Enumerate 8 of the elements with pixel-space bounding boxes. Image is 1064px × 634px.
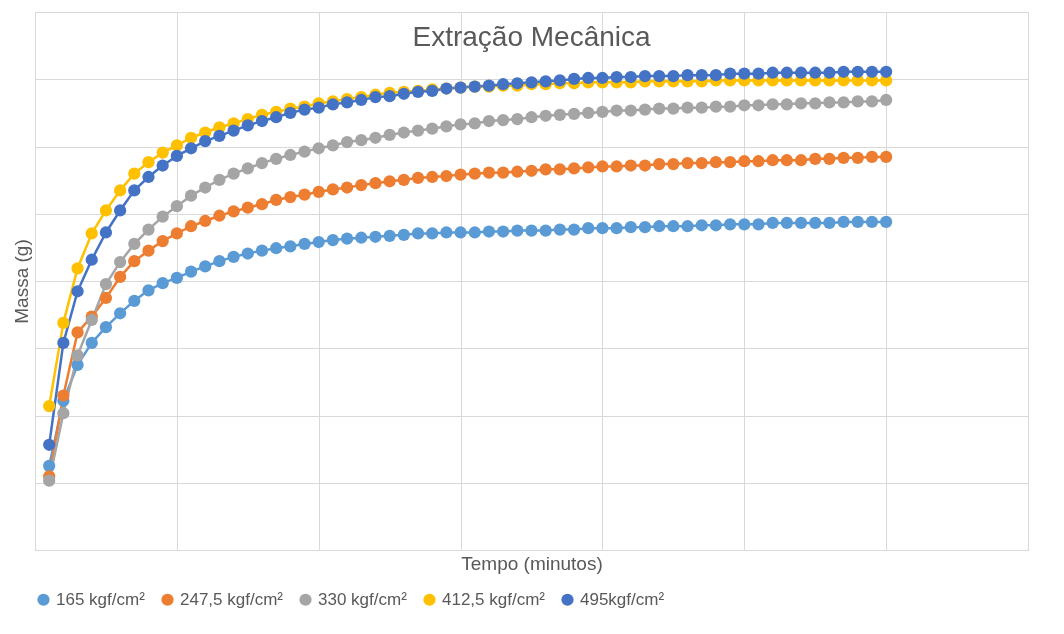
legend-label: 165 kgf/cm² [56, 589, 146, 609]
legend-label: 412,5 kgf/cm² [442, 589, 546, 609]
legend-label: 330 kgf/cm² [318, 589, 408, 609]
legend-label: 495kgf/cm² [580, 589, 665, 609]
x-axis-title: Tempo (minutos) [461, 552, 603, 574]
legend-label: 247,5 kgf/cm² [180, 589, 284, 609]
chart-title: Extração Mecânica [412, 21, 651, 52]
y-axis-title: Massa (g) [10, 239, 32, 324]
